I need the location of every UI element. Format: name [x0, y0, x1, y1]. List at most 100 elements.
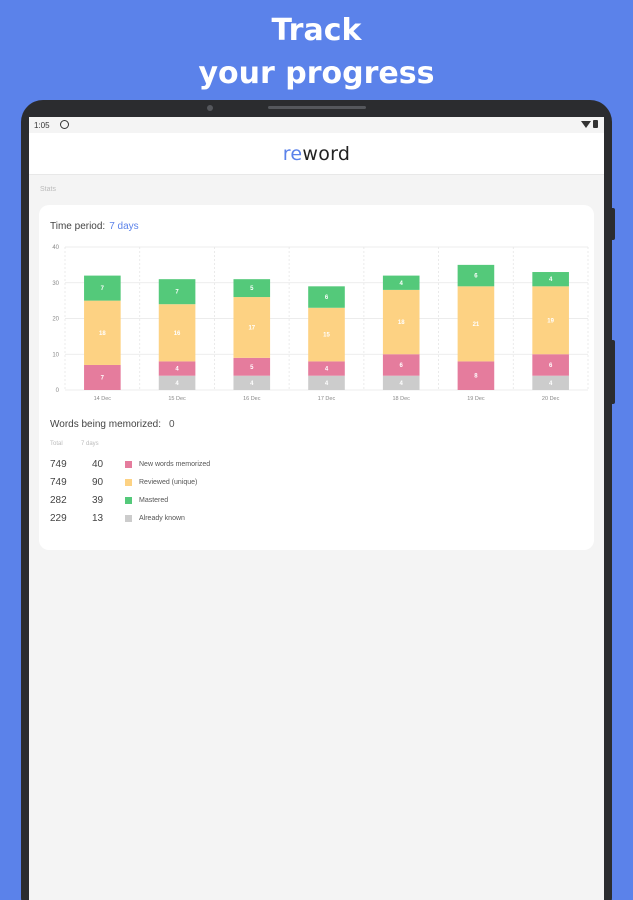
bar-value-label: 4: [549, 381, 553, 387]
promo-title-line2: your progress: [198, 56, 435, 91]
x-tick-label: 16 Dec: [243, 396, 261, 402]
section-label: Stats: [40, 186, 56, 193]
wifi-icon: [581, 120, 591, 128]
speaker-grille: [268, 106, 366, 109]
stat-label: New words memorized: [139, 461, 211, 468]
words-chart: 0 10 20 30 40 7 18 7 14 Dec 4 4 16 7 15 Dec 4 5 17 5 16 De…: [52, 245, 589, 402]
stat-total: 749: [50, 477, 67, 488]
col-total-header: Total: [50, 441, 63, 447]
bar-value-label: 16: [174, 331, 181, 337]
bar-segment: [158, 304, 196, 362]
bar-segment: [233, 279, 271, 298]
y-tick-label: 40: [52, 245, 59, 251]
bar-value-label: 18: [398, 320, 405, 326]
stats-card: Time period: 7 days 0 10 20 30 40 7 18 7 14 Dec 4 4…: [39, 205, 594, 550]
bar-segment: [158, 375, 196, 390]
x-tick-label: 17 Dec: [318, 396, 336, 402]
x-tick-label: 14 Dec: [94, 396, 112, 402]
bar-value-label: 4: [175, 367, 179, 373]
bar-value-label: 6: [474, 274, 478, 280]
legend-swatch-known: [125, 515, 132, 522]
bar-value-label: 5: [250, 365, 254, 371]
notification-icon: [60, 120, 69, 129]
bar-value-label: 4: [325, 367, 329, 373]
x-tick-label: 18 Dec: [392, 396, 410, 402]
bar-value-label: 4: [325, 381, 329, 387]
status-bar: 1:05: [29, 117, 604, 133]
bar-segment: [233, 297, 271, 358]
words-memorizing: Words being memorized: 0: [50, 419, 175, 430]
bar-segment: [84, 364, 121, 390]
stats-row-known: 229 13 Already known: [50, 513, 350, 527]
stat-week: 40: [92, 459, 104, 470]
bar-segment: [457, 264, 495, 287]
y-tick-label: 20: [52, 317, 59, 323]
bar-segment: [84, 275, 121, 301]
bar-segment: [158, 279, 196, 305]
camera-icon: [207, 105, 213, 111]
bar-value-label: 4: [400, 381, 404, 387]
bar-segment: [233, 375, 271, 390]
bar-segment: [382, 354, 420, 376]
x-tick-label: 20 Dec: [542, 396, 560, 402]
y-tick-label: 30: [52, 281, 59, 287]
status-time: 1:05: [34, 121, 50, 130]
stat-label: Already known: [139, 515, 185, 522]
legend-swatch-reviewed: [125, 479, 132, 486]
stat-week: 90: [92, 477, 104, 488]
stat-total: 229: [50, 513, 67, 524]
bar-segment: [382, 289, 420, 355]
bar-segment: [308, 286, 345, 308]
bar-segment: [382, 275, 420, 290]
stats-row-reviewed: 749 90 Reviewed (unique): [50, 477, 350, 491]
legend-swatch-new: [125, 461, 132, 468]
volume-button: [611, 208, 615, 240]
bar-value-label: 21: [473, 322, 480, 328]
bar-segment: [532, 354, 569, 376]
bar-segment: [457, 286, 495, 362]
x-tick-label: 19 Dec: [467, 396, 485, 402]
bar-value-label: 6: [549, 363, 553, 369]
stat-total: 282: [50, 495, 67, 506]
legend-swatch-mastered: [125, 497, 132, 504]
y-tick-label: 0: [56, 388, 60, 394]
bar-segment: [532, 272, 569, 287]
time-period-selector[interactable]: 7 days: [109, 221, 139, 232]
bar-value-label: 6: [325, 295, 329, 301]
stat-week: 39: [92, 495, 104, 506]
time-period: Time period: 7 days: [50, 221, 139, 232]
time-period-label: Time period:: [50, 221, 106, 232]
app-bar: reword: [29, 133, 604, 175]
bar-value-label: 4: [549, 277, 553, 283]
bar-value-label: 5: [250, 286, 254, 292]
words-memorizing-label: Words being memorized:: [50, 419, 161, 430]
app-logo: reword: [282, 143, 351, 165]
bar-value-label: 4: [175, 381, 179, 387]
bar-segment: [308, 307, 345, 362]
bar-segment: [84, 300, 121, 365]
battery-icon: [593, 120, 598, 128]
y-tick-label: 10: [52, 352, 59, 358]
bar-segment: [457, 361, 495, 390]
bar-value-label: 7: [101, 375, 105, 381]
bar-value-label: 6: [400, 363, 404, 369]
bar-segment: [532, 286, 569, 355]
stat-week: 13: [92, 513, 104, 524]
bar-value-label: 7: [175, 290, 179, 296]
stats-row-new: 749 40 New words memorized: [50, 459, 350, 473]
stat-label: Reviewed (unique): [139, 479, 198, 486]
words-memorizing-count: 0: [168, 419, 175, 430]
bar-value-label: 15: [323, 333, 330, 339]
bar-segment: [382, 375, 420, 390]
bar-value-label: 19: [547, 318, 554, 324]
bar-value-label: 7: [101, 286, 105, 292]
stats-row-mastered: 282 39 Mastered: [50, 495, 350, 509]
bar-segment: [158, 361, 196, 376]
bar-segment: [308, 375, 345, 390]
stat-label: Mastered: [139, 497, 169, 504]
bar-value-label: 4: [400, 281, 404, 287]
bar-value-label: 18: [99, 331, 106, 337]
bar-segment: [532, 375, 569, 390]
col-week-header: 7 days: [81, 441, 99, 447]
stat-total: 749: [50, 459, 67, 470]
